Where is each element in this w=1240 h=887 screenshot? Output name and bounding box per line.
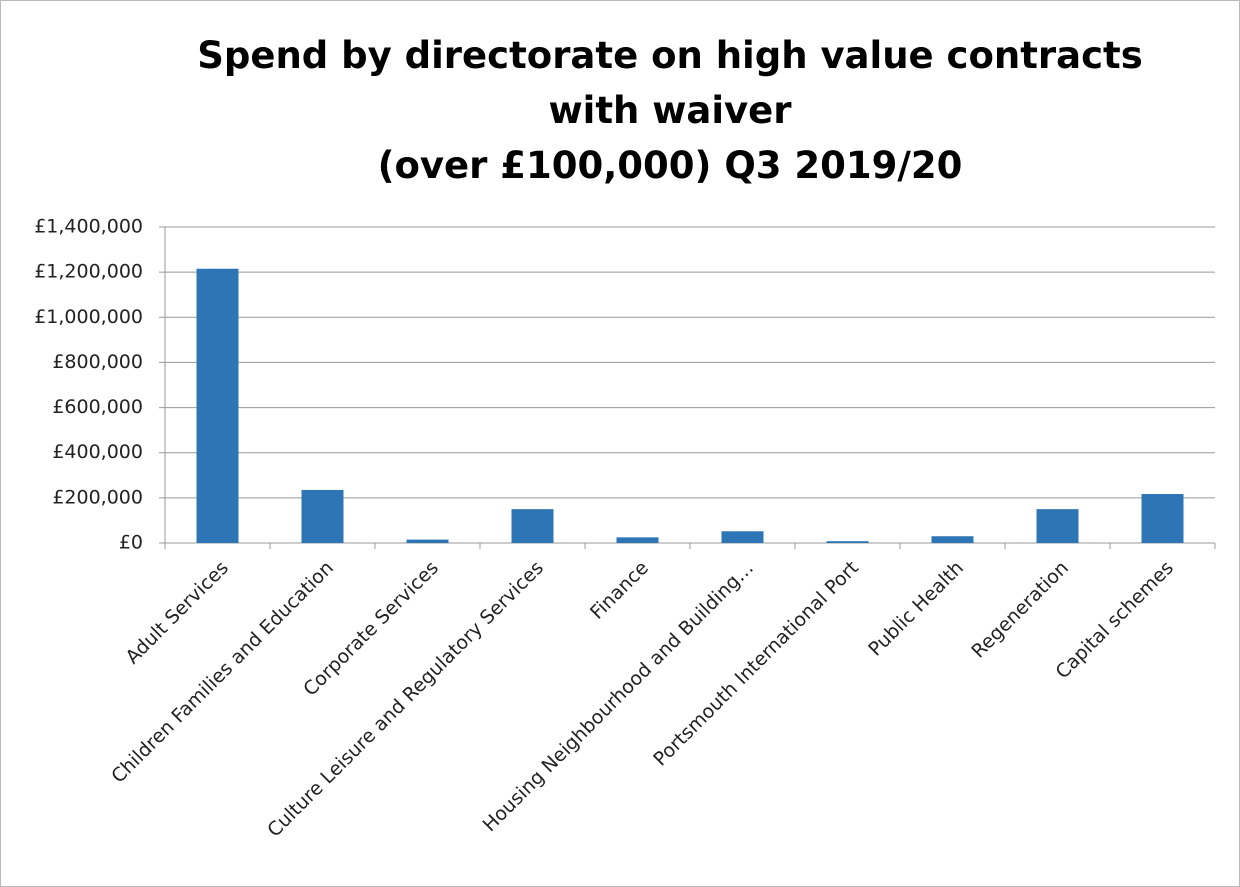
bar (1036, 509, 1079, 543)
y-tick-label: £600,000 (52, 396, 143, 418)
y-tick-label: £200,000 (52, 486, 143, 508)
bar (1141, 494, 1184, 543)
y-tick-label: £1,400,000 (34, 216, 143, 238)
x-tick-label: Portsmouth International Port (649, 557, 863, 771)
bar (931, 536, 974, 543)
x-tick-label: Capital schemes (1051, 557, 1177, 683)
x-tick-label: Adult Services (121, 557, 232, 668)
bar (721, 531, 764, 543)
bar (301, 489, 344, 543)
bar (511, 509, 554, 543)
x-tick-label: Finance (586, 557, 653, 624)
bar (826, 541, 869, 543)
x-tick-label: Children Families and Education (107, 557, 338, 788)
bar (406, 539, 449, 543)
x-tick-label: Public Health (864, 557, 968, 661)
y-tick-label: £1,200,000 (34, 261, 143, 283)
y-tick-label: £800,000 (52, 351, 143, 373)
y-tick-label: £1,000,000 (34, 306, 143, 328)
y-tick-label: £400,000 (52, 441, 143, 463)
bar (616, 537, 659, 543)
y-tick-label: £0 (119, 532, 143, 554)
bar (196, 268, 239, 543)
x-tick-label: Regeneration (967, 557, 1073, 663)
chart-title: Spend by directorate on high value contr… (197, 34, 1143, 187)
